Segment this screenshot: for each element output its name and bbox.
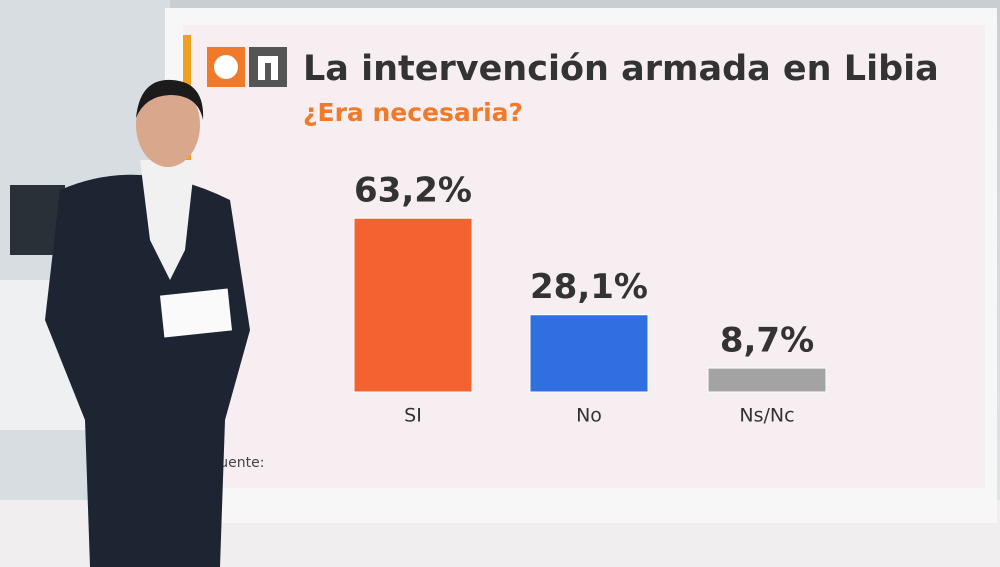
presenter-face	[136, 83, 200, 167]
logo-n	[249, 47, 287, 87]
category-label: Ns/Nc	[739, 405, 794, 427]
chart-title: La intervención armada en Libia	[303, 49, 939, 89]
value-label: 28,1%	[530, 267, 648, 307]
bar	[707, 367, 827, 393]
value-label: 8,7%	[720, 321, 814, 361]
presenter-papers	[159, 288, 233, 338]
logo-a-mark	[214, 55, 238, 79]
presenter-suit	[45, 174, 250, 567]
logo-n-mark	[258, 56, 278, 80]
category-label: SI	[404, 405, 422, 427]
source-label: Fuente:	[212, 455, 264, 471]
presenter-hair	[136, 79, 204, 120]
bar	[529, 314, 649, 393]
presenter	[45, 79, 250, 567]
value-label: 63,2%	[354, 171, 472, 211]
chart-subtitle: ¿Era necesaria?	[303, 98, 523, 127]
graphic-panel	[183, 25, 985, 488]
presenter-shirt	[140, 160, 195, 280]
channel-logo	[207, 47, 287, 87]
bar	[353, 217, 473, 393]
category-label: No	[576, 405, 602, 427]
